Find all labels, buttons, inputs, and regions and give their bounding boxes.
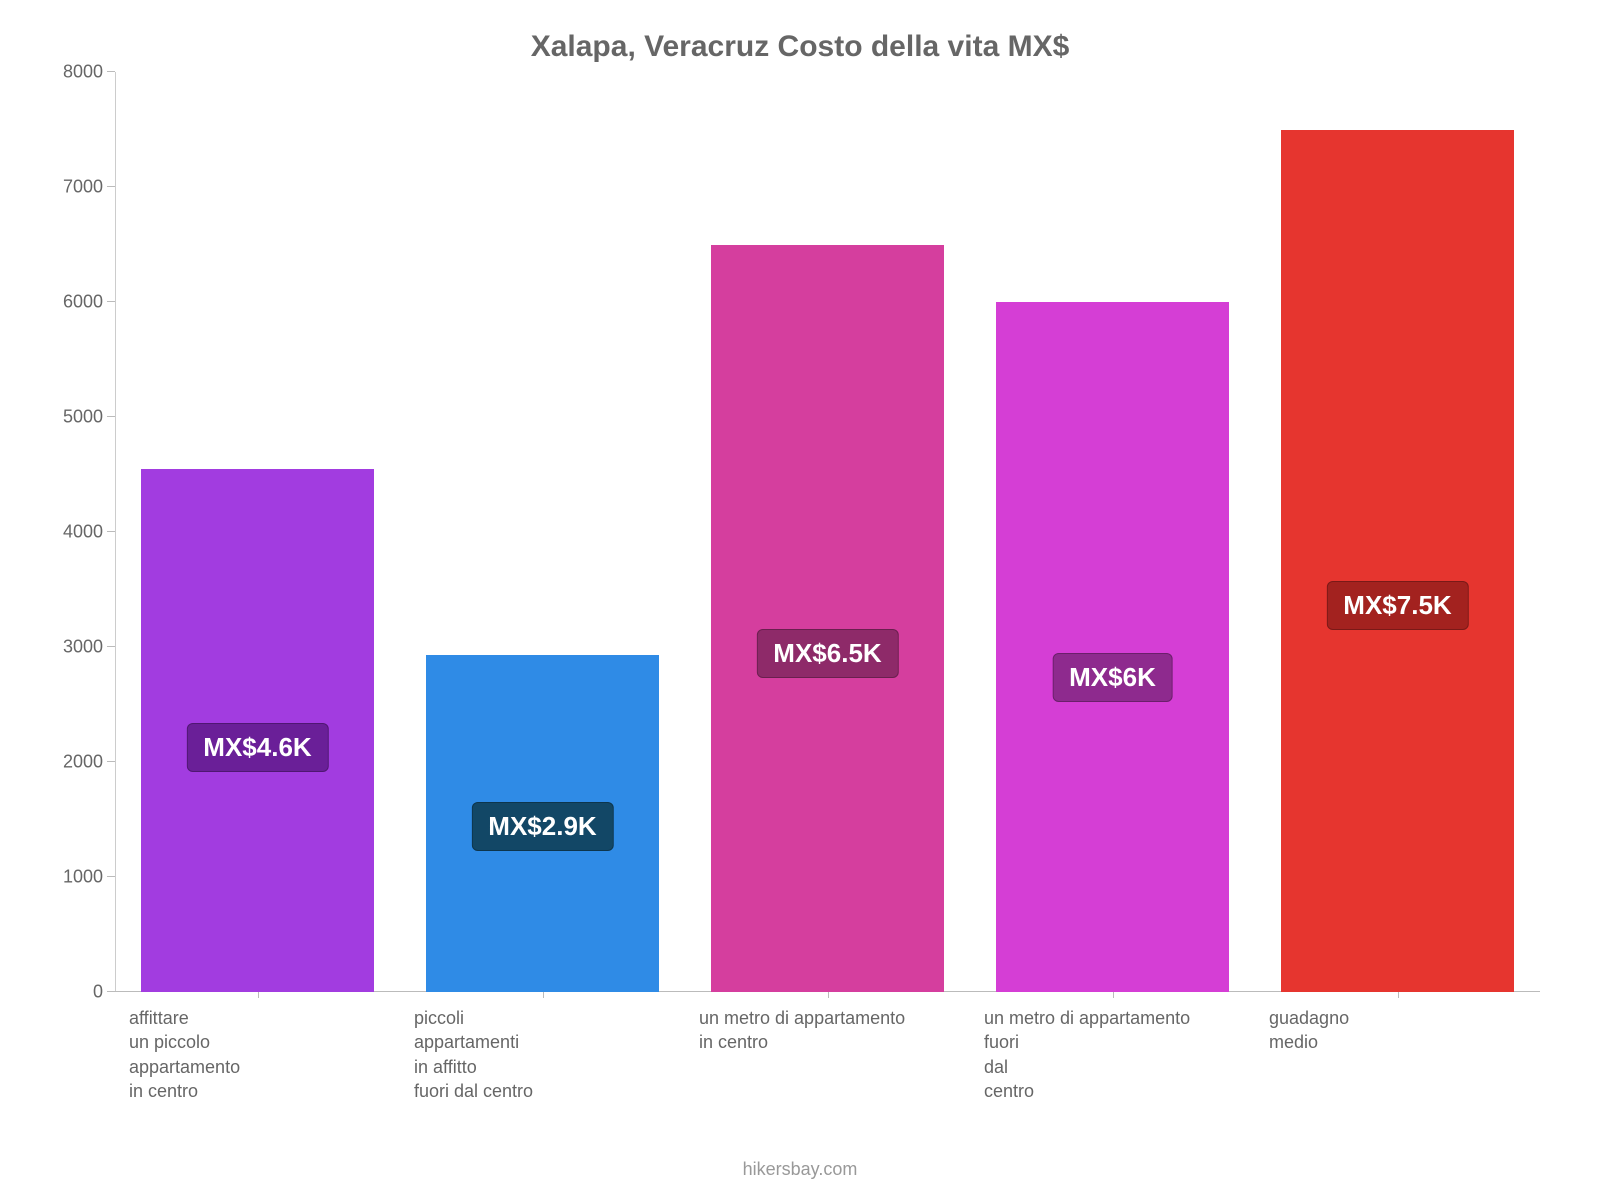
y-tick-mark: [107, 71, 115, 72]
x-axis-labels: affittareun piccoloappartamentoin centro…: [115, 1006, 1540, 1103]
y-tick-label: 8000: [43, 62, 103, 83]
x-label-slot: un metro di appartamentofuoridalcentro: [970, 1006, 1255, 1103]
bar-slot: MX$2.9K: [400, 72, 685, 992]
x-label-slot: un metro di appartamentoin centro: [685, 1006, 970, 1103]
bar: MX$6.5K: [711, 245, 945, 993]
bar: MX$7.5K: [1281, 130, 1515, 993]
y-tick-mark: [107, 876, 115, 877]
y-tick-mark: [107, 416, 115, 417]
y-tick-mark: [107, 301, 115, 302]
y-tick-label: 4000: [43, 522, 103, 543]
y-tick-mark: [107, 991, 115, 992]
chart-title: Xalapa, Veracruz Costo della vita MX$: [40, 30, 1560, 64]
y-axis: 010002000300040005000600070008000: [40, 72, 115, 992]
y-tick-label: 6000: [43, 292, 103, 313]
y-tick-label: 7000: [43, 177, 103, 198]
y-tick-mark: [107, 531, 115, 532]
x-tick-mark: [1113, 992, 1114, 998]
bars-group: MX$4.6K MX$2.9K MX$6.5K MX$6K MX$7.5K: [115, 72, 1540, 992]
y-tick-label: 5000: [43, 407, 103, 428]
x-tick-mark: [543, 992, 544, 998]
credit-text: hikersbay.com: [0, 1159, 1600, 1180]
bar-slot: MX$6K: [970, 72, 1255, 992]
x-axis-label: guadagnomedio: [1269, 1006, 1499, 1055]
bar: MX$6K: [996, 302, 1230, 992]
y-tick-mark: [107, 761, 115, 762]
x-tick-mark: [258, 992, 259, 998]
plot-area: 010002000300040005000600070008000 MX$4.6…: [115, 72, 1540, 992]
bar-value-badge: MX$7.5K: [1326, 581, 1468, 630]
bar-value-badge: MX$6.5K: [756, 629, 898, 678]
bar-slot: MX$4.6K: [115, 72, 400, 992]
x-label-slot: piccoliappartamentiin affittofuori dal c…: [400, 1006, 685, 1103]
bar-value-badge: MX$4.6K: [186, 723, 328, 772]
x-label-slot: affittareun piccoloappartamentoin centro: [115, 1006, 400, 1103]
x-tick-mark: [828, 992, 829, 998]
x-axis-label: piccoliappartamentiin affittofuori dal c…: [414, 1006, 644, 1103]
x-tick-mark: [1398, 992, 1399, 998]
chart-container: Xalapa, Veracruz Costo della vita MX$ 01…: [0, 0, 1600, 1200]
x-axis-label: un metro di appartamentofuoridalcentro: [984, 1006, 1214, 1103]
bar: MX$4.6K: [141, 469, 375, 992]
bar-value-badge: MX$2.9K: [471, 802, 613, 851]
bar: MX$2.9K: [426, 655, 660, 992]
y-tick-label: 2000: [43, 752, 103, 773]
x-axis-label: affittareun piccoloappartamentoin centro: [129, 1006, 359, 1103]
y-tick-label: 3000: [43, 637, 103, 658]
x-axis-label: un metro di appartamentoin centro: [699, 1006, 929, 1055]
y-tick-mark: [107, 186, 115, 187]
y-tick-mark: [107, 646, 115, 647]
bar-slot: MX$6.5K: [685, 72, 970, 992]
y-tick-label: 0: [43, 982, 103, 1003]
y-tick-label: 1000: [43, 867, 103, 888]
bar-value-badge: MX$6K: [1052, 653, 1173, 702]
x-label-slot: guadagnomedio: [1255, 1006, 1540, 1103]
bar-slot: MX$7.5K: [1255, 72, 1540, 992]
